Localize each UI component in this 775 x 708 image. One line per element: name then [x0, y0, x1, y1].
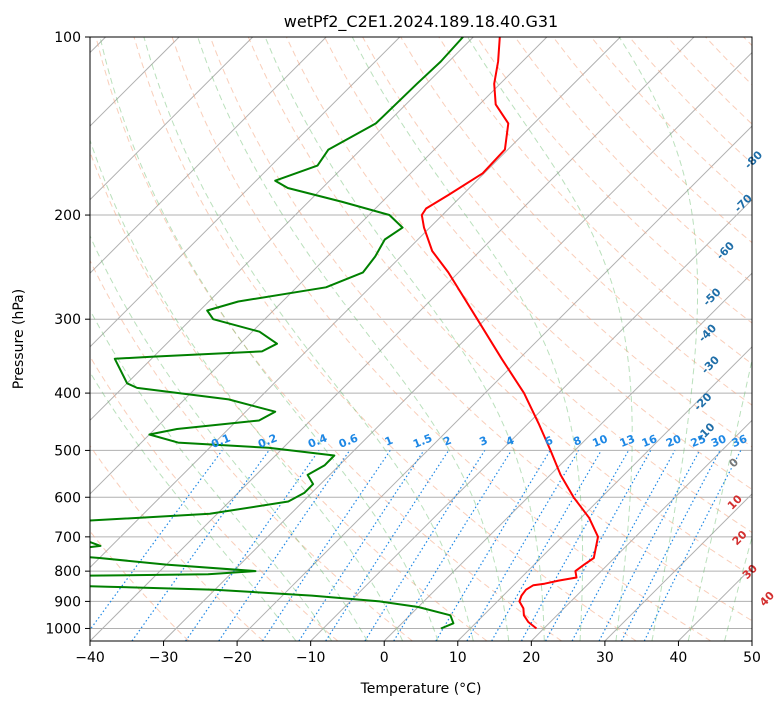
mixing-ratio-label: 1 — [383, 434, 395, 449]
x-tick-label: −30 — [149, 650, 179, 666]
y-tick-label: 800 — [54, 564, 81, 580]
dry-adiabat-line — [90, 355, 339, 641]
moist-adiabat-line — [90, 138, 404, 641]
background-lines — [90, 37, 752, 641]
moist-adiabat-line — [618, 37, 699, 641]
mixing-ratio-label: 20 — [664, 432, 683, 450]
moist-adiabat-line — [90, 234, 368, 641]
mixing-ratio-line — [131, 450, 270, 641]
x-tick-label: 40 — [670, 650, 688, 666]
dewpoint-line — [90, 37, 464, 630]
y-axis-label: Pressure (hPa) — [11, 289, 27, 389]
x-tick-label: 30 — [596, 650, 614, 666]
moist-adiabat-line — [351, 37, 584, 641]
isotherm-line — [90, 37, 548, 495]
moist-adiabat-line — [724, 535, 752, 641]
y-axis: 1000 900 800 700 600 500 400 300 200 100 — [45, 30, 90, 637]
x-tick-label: 50 — [743, 650, 761, 666]
mixing-ratio-label: 8 — [571, 434, 583, 449]
mixing-ratio-label: 13 — [618, 432, 637, 450]
dry-adiabat-line — [90, 444, 264, 641]
mixing-ratio-line — [643, 450, 742, 641]
dry-adiabat-line — [133, 37, 637, 641]
isotherm-line — [163, 51, 752, 641]
x-tick-label: −10 — [296, 650, 326, 666]
mixing-ratio-label: 3 — [478, 434, 490, 449]
x-axis: −40 −30 −20 −10 0 10 20 30 40 50 — [75, 641, 761, 666]
isotherm-line — [530, 419, 752, 641]
x-axis-label: Temperature (°C) — [360, 681, 482, 697]
mixing-ratio-label: 16 — [640, 432, 659, 450]
isotherm-line — [457, 346, 752, 641]
mixing-ratio-label: 10 — [591, 432, 610, 450]
chart-title: wetPf2_C2E1.2024.189.18.40.G31 — [284, 12, 558, 32]
mixing-ratio-line — [185, 450, 320, 641]
dry-adiabat-line — [209, 37, 752, 622]
mixing-ratio-label: 2 — [441, 434, 453, 449]
isotherm-line — [383, 272, 752, 641]
x-tick-label: −40 — [75, 650, 105, 666]
moist-adiabat-line — [143, 37, 474, 641]
y-tick-label: 200 — [54, 208, 81, 224]
isotherm-line — [236, 125, 752, 641]
moist-adiabat-line — [90, 371, 297, 641]
y-tick-label: 1000 — [45, 621, 81, 637]
x-tick-label: 20 — [522, 650, 540, 666]
mixing-ratio-label: 30 — [709, 432, 728, 450]
plot-frame — [89, 36, 753, 642]
y-tick-label: 600 — [54, 490, 81, 506]
mixing-ratio-line — [218, 450, 351, 641]
moist-adiabat-line — [197, 37, 510, 641]
y-tick-label: 300 — [54, 312, 81, 328]
dry-adiabat-line — [95, 37, 562, 641]
isotherm-line — [90, 37, 401, 348]
moist-adiabat-line — [90, 309, 333, 641]
dry-adiabat-line — [285, 37, 752, 534]
isotherm-line — [604, 493, 752, 641]
moist-adiabat-line — [687, 357, 752, 641]
dry-adiabat-line — [90, 259, 413, 641]
mixing-ratio-label: 25 — [689, 432, 708, 450]
dry-adiabat-line — [247, 37, 752, 577]
y-tick-label: 100 — [54, 30, 81, 46]
moist-adiabat-line — [99, 37, 439, 641]
isotherm-line — [90, 37, 695, 641]
y-tick-label: 700 — [54, 530, 81, 546]
isotherm-line — [90, 37, 621, 569]
mixing-ratio-label: 36 — [730, 432, 749, 450]
moist-adiabat-line — [264, 37, 545, 641]
mixing-ratio-line — [325, 450, 450, 641]
dry-adiabat-line — [171, 37, 712, 641]
x-tick-label: −20 — [222, 650, 252, 666]
mixing-ratio-line — [393, 450, 512, 641]
isotherm-line — [90, 37, 327, 274]
temperature-line — [420, 37, 599, 630]
mixing-ratio-line — [571, 450, 676, 641]
dry-adiabat-line — [514, 37, 752, 284]
x-tick-label: 10 — [449, 650, 467, 666]
isotherm-line — [90, 37, 254, 201]
isotherm-line — [90, 37, 474, 422]
x-tick-label: 0 — [380, 650, 389, 666]
mixing-ratio-line — [261, 450, 391, 641]
mixing-ratio-line — [298, 450, 425, 641]
mixing-ratio-line — [520, 450, 630, 641]
y-tick-label: 500 — [54, 443, 81, 459]
sounding-profiles — [90, 37, 599, 630]
mixing-ratio-line — [90, 450, 223, 631]
y-tick-label: 900 — [54, 594, 81, 610]
y-tick-label: 400 — [54, 386, 81, 402]
dry-adiabat-line — [324, 37, 752, 490]
